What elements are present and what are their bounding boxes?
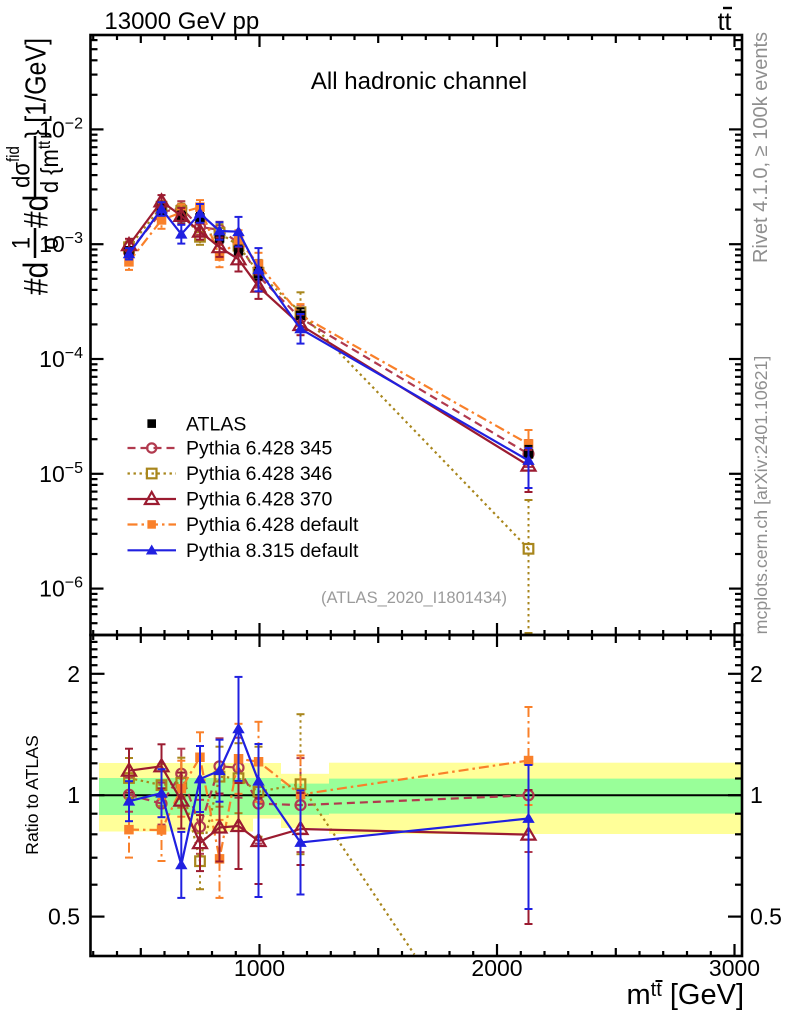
svg-text:2: 2: [67, 661, 80, 687]
svg-text:#d: #d: [17, 195, 55, 228]
svg-text:1: 1: [8, 237, 36, 249]
svg-text:ATLAS: ATLAS: [186, 413, 246, 435]
svg-text:d {mtt: d {mtt: [35, 140, 64, 193]
svg-text:0.5: 0.5: [48, 904, 80, 930]
svg-text:(ATLAS_2020_I1801434): (ATLAS_2020_I1801434): [321, 589, 507, 607]
svg-text:All hadronic channel: All hadronic channel: [311, 68, 527, 95]
svg-text:mtt [GeV]: mtt [GeV]: [627, 979, 745, 1011]
svg-text:13000 GeV pp: 13000 GeV pp: [104, 8, 259, 35]
svg-text:tt: tt: [718, 8, 732, 36]
svg-text:dσfid: dσfid: [4, 146, 36, 188]
svg-text:0.5: 0.5: [750, 904, 782, 930]
svg-text:1: 1: [67, 782, 80, 808]
svg-text:3000: 3000: [709, 955, 760, 981]
svg-text:Ratio to ATLAS: Ratio to ATLAS: [22, 735, 42, 855]
svg-text:Pythia 6.428 345: Pythia 6.428 345: [186, 438, 333, 460]
svg-text:1000: 1000: [234, 955, 285, 981]
svg-text:Pythia 6.428 370: Pythia 6.428 370: [186, 489, 333, 511]
svg-text:10−6: 10−6: [39, 575, 83, 602]
svg-text:Pythia 6.428 346: Pythia 6.428 346: [186, 463, 332, 485]
svg-text:2: 2: [750, 661, 763, 687]
svg-text:#d: #d: [17, 262, 55, 295]
svg-text:σ: σ: [37, 236, 65, 250]
svg-text:mcplots.cern.ch [arXiv:2401.10: mcplots.cern.ch [arXiv:2401.10621]: [751, 356, 771, 635]
svg-text:Rivet 4.1.0, ≥ 100k events: Rivet 4.1.0, ≥ 100k events: [750, 32, 772, 263]
svg-text:Pythia 8.315 default: Pythia 8.315 default: [186, 540, 359, 562]
svg-text:2000: 2000: [471, 955, 522, 981]
svg-text:} [1/GeV]: } [1/GeV]: [20, 38, 52, 138]
svg-text:Pythia 6.428 default: Pythia 6.428 default: [186, 514, 359, 536]
svg-text:1: 1: [750, 782, 763, 808]
